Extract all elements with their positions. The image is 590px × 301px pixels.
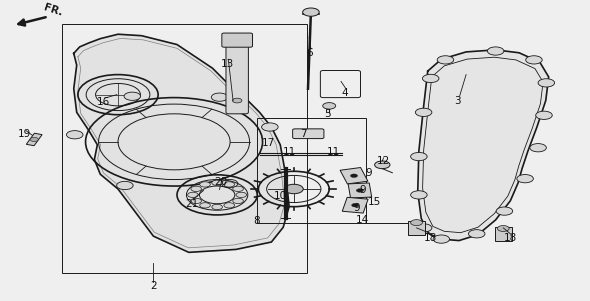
Circle shape: [236, 192, 247, 197]
Circle shape: [212, 204, 222, 209]
Circle shape: [233, 198, 244, 203]
Polygon shape: [418, 50, 549, 240]
Text: 7: 7: [300, 129, 307, 139]
Circle shape: [411, 191, 427, 199]
Polygon shape: [408, 221, 425, 235]
Text: 17: 17: [262, 138, 275, 148]
Text: 18: 18: [504, 233, 517, 243]
Circle shape: [191, 198, 201, 203]
Text: 14: 14: [356, 215, 369, 225]
Text: 9: 9: [359, 185, 366, 195]
Circle shape: [496, 207, 513, 215]
Circle shape: [199, 203, 210, 208]
Circle shape: [526, 56, 542, 64]
Polygon shape: [74, 34, 289, 252]
Circle shape: [422, 74, 439, 82]
Circle shape: [303, 8, 319, 16]
Circle shape: [284, 184, 303, 194]
Circle shape: [497, 225, 509, 231]
Circle shape: [124, 92, 140, 100]
Text: 19: 19: [18, 129, 31, 139]
Circle shape: [233, 186, 244, 191]
Circle shape: [188, 192, 198, 197]
FancyBboxPatch shape: [222, 33, 253, 47]
Circle shape: [536, 111, 552, 119]
Polygon shape: [342, 197, 368, 213]
Text: 3: 3: [454, 95, 461, 106]
Circle shape: [191, 186, 201, 191]
Text: 6: 6: [306, 48, 313, 58]
Text: 12: 12: [377, 156, 390, 166]
Circle shape: [411, 220, 422, 225]
Text: 9: 9: [365, 168, 372, 178]
Circle shape: [517, 175, 533, 183]
Circle shape: [221, 179, 238, 188]
Text: 16: 16: [97, 97, 110, 107]
Bar: [62, 24, 307, 273]
Circle shape: [538, 79, 555, 87]
Text: 15: 15: [368, 197, 381, 207]
Polygon shape: [348, 183, 372, 198]
Polygon shape: [340, 168, 368, 184]
Text: 5: 5: [324, 109, 331, 119]
Text: 11: 11: [327, 147, 340, 157]
Circle shape: [117, 182, 133, 190]
Circle shape: [433, 235, 450, 243]
Circle shape: [415, 224, 432, 232]
Circle shape: [232, 98, 242, 103]
Text: 2: 2: [150, 281, 157, 291]
Circle shape: [211, 93, 228, 101]
Text: 20: 20: [215, 177, 228, 187]
Circle shape: [323, 103, 336, 109]
Circle shape: [530, 144, 546, 152]
Circle shape: [67, 131, 83, 139]
Text: FR.: FR.: [42, 2, 64, 18]
Bar: [257, 118, 366, 223]
Circle shape: [487, 47, 504, 55]
Circle shape: [224, 203, 234, 208]
Circle shape: [212, 180, 222, 185]
Text: 21: 21: [185, 199, 198, 209]
Circle shape: [437, 56, 454, 64]
Circle shape: [468, 230, 485, 238]
Text: 10: 10: [274, 191, 287, 201]
Circle shape: [350, 174, 358, 178]
Polygon shape: [495, 227, 512, 241]
Text: 13: 13: [221, 59, 234, 69]
Circle shape: [356, 189, 363, 192]
Circle shape: [352, 203, 359, 207]
Circle shape: [199, 182, 211, 187]
Circle shape: [411, 152, 427, 161]
Circle shape: [261, 123, 278, 131]
Text: 11: 11: [283, 147, 296, 157]
Text: 9: 9: [353, 203, 360, 213]
Text: 8: 8: [253, 216, 260, 226]
Circle shape: [375, 161, 390, 169]
Text: 4: 4: [342, 88, 349, 98]
Text: 18: 18: [424, 233, 437, 243]
Circle shape: [224, 182, 235, 187]
Circle shape: [30, 137, 38, 141]
Polygon shape: [27, 133, 42, 146]
Circle shape: [415, 108, 432, 116]
FancyBboxPatch shape: [293, 129, 324, 138]
FancyBboxPatch shape: [226, 42, 248, 114]
